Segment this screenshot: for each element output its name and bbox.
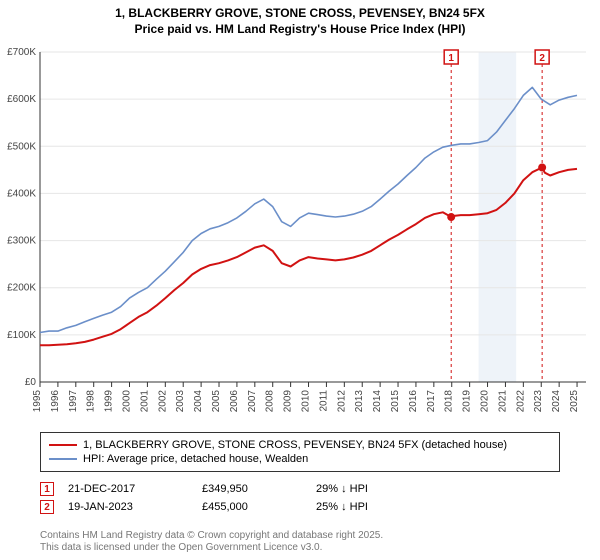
svg-text:2012: 2012 <box>336 390 347 413</box>
svg-text:2000: 2000 <box>122 390 133 413</box>
svg-text:£500K: £500K <box>7 141 36 152</box>
svg-text:2014: 2014 <box>372 390 383 413</box>
legend-row: HPI: Average price, detached house, Weal… <box>49 453 551 465</box>
svg-text:£400K: £400K <box>7 188 36 199</box>
svg-text:2008: 2008 <box>265 390 276 413</box>
svg-text:2007: 2007 <box>247 390 258 413</box>
svg-text:2025: 2025 <box>569 390 580 413</box>
svg-text:£700K: £700K <box>7 47 36 58</box>
legend-label: 1, BLACKBERRY GROVE, STONE CROSS, PEVENS… <box>83 439 507 451</box>
svg-text:2003: 2003 <box>175 390 186 413</box>
svg-text:1997: 1997 <box>68 390 79 413</box>
svg-text:2015: 2015 <box>390 390 401 413</box>
svg-text:2011: 2011 <box>318 390 329 412</box>
svg-text:£100K: £100K <box>7 330 36 341</box>
legend-label: HPI: Average price, detached house, Weal… <box>83 453 308 465</box>
event-price: £349,950 <box>202 483 302 495</box>
event-row: 1 21-DEC-2017 £349,950 29% ↓ HPI <box>40 482 560 496</box>
svg-text:£300K: £300K <box>7 236 36 247</box>
event-marker-icon: 2 <box>40 500 54 514</box>
event-marker-icon: 1 <box>40 482 54 496</box>
svg-text:2020: 2020 <box>480 390 491 413</box>
legend-swatch <box>49 458 77 460</box>
svg-text:2004: 2004 <box>193 390 204 413</box>
svg-text:1996: 1996 <box>50 390 61 413</box>
event-row: 2 19-JAN-2023 £455,000 25% ↓ HPI <box>40 500 560 514</box>
legend: 1, BLACKBERRY GROVE, STONE CROSS, PEVENS… <box>40 432 560 472</box>
svg-text:2010: 2010 <box>301 390 312 413</box>
event-date: 19-JAN-2023 <box>68 501 188 513</box>
svg-text:2: 2 <box>539 53 545 64</box>
svg-text:2001: 2001 <box>139 390 150 413</box>
footer-attribution: Contains HM Land Registry data © Crown c… <box>40 530 383 554</box>
svg-text:1: 1 <box>448 53 454 64</box>
svg-text:2022: 2022 <box>515 390 526 413</box>
event-price: £455,000 <box>202 501 302 513</box>
svg-text:2017: 2017 <box>426 390 437 413</box>
event-delta: 29% ↓ HPI <box>316 483 436 495</box>
svg-text:2013: 2013 <box>354 390 365 413</box>
event-delta: 25% ↓ HPI <box>316 501 436 513</box>
svg-text:£200K: £200K <box>7 283 36 294</box>
svg-text:2018: 2018 <box>444 390 455 413</box>
svg-text:2021: 2021 <box>497 390 508 413</box>
svg-text:2019: 2019 <box>462 390 473 413</box>
svg-text:2016: 2016 <box>408 390 419 413</box>
svg-text:£0: £0 <box>25 377 37 388</box>
svg-text:2006: 2006 <box>229 390 240 413</box>
svg-text:2023: 2023 <box>533 390 544 413</box>
svg-text:£600K: £600K <box>7 94 36 105</box>
title-line1: 1, BLACKBERRY GROVE, STONE CROSS, PEVENS… <box>0 6 600 22</box>
svg-text:2002: 2002 <box>157 390 168 413</box>
event-date: 21-DEC-2017 <box>68 483 188 495</box>
legend-swatch <box>49 444 77 446</box>
event-table: 1 21-DEC-2017 £349,950 29% ↓ HPI 2 19-JA… <box>40 478 560 518</box>
svg-text:1999: 1999 <box>104 390 115 413</box>
price-chart: £0 £100K £200K £300K £400K £500K £600K £700K 199… <box>0 44 600 424</box>
svg-text:2024: 2024 <box>551 390 562 413</box>
svg-text:1998: 1998 <box>86 390 97 413</box>
svg-text:1995: 1995 <box>32 390 43 413</box>
svg-text:2009: 2009 <box>283 390 294 413</box>
legend-row: 1, BLACKBERRY GROVE, STONE CROSS, PEVENS… <box>49 439 551 451</box>
title-line2: Price paid vs. HM Land Registry's House … <box>0 22 600 38</box>
svg-text:2005: 2005 <box>211 390 222 413</box>
